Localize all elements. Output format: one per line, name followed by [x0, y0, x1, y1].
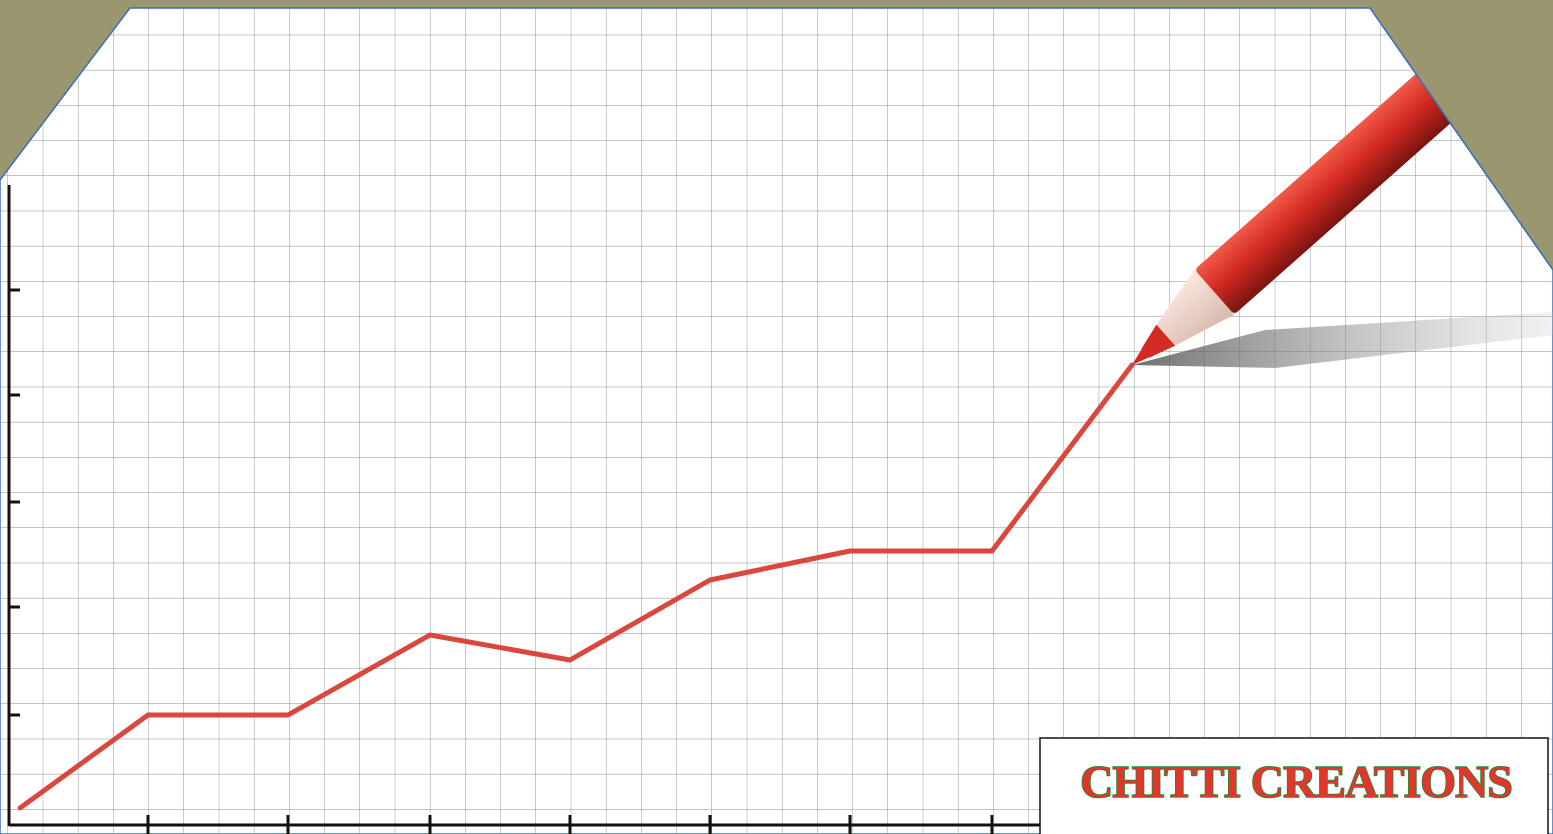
brand-text: CHITTI CREATIONS [1080, 756, 1512, 807]
grid [0, 0, 1553, 834]
illustration: CHITTI CREATIONS [0, 0, 1553, 834]
